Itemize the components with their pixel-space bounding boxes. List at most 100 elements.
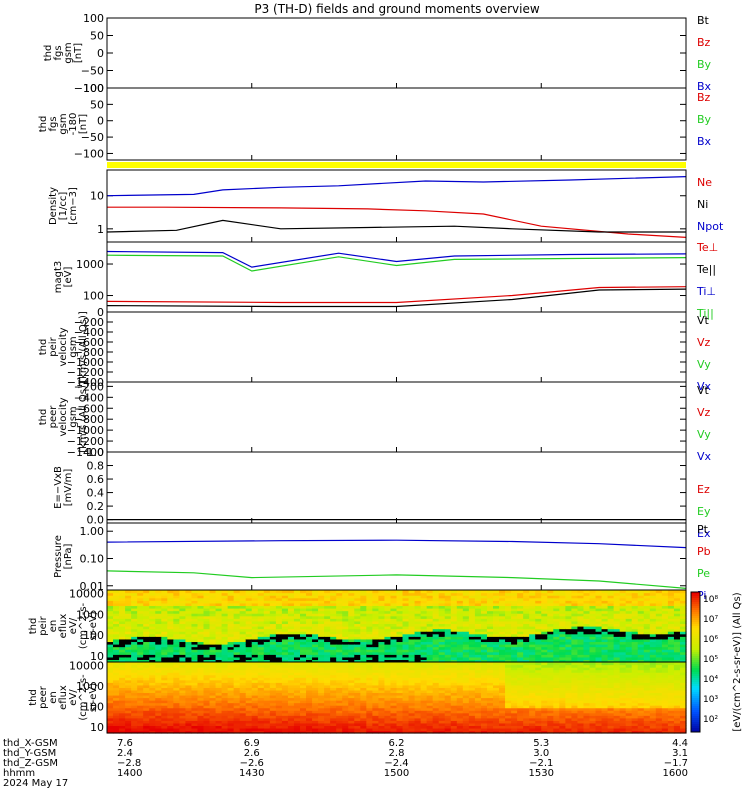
legend-label: Vz bbox=[697, 336, 711, 349]
date-label: 2024 May 17 bbox=[3, 778, 68, 789]
legend-label: Npot bbox=[697, 220, 724, 233]
y-tick-label: −600 bbox=[74, 402, 104, 415]
y-tick-label: 10000 bbox=[69, 588, 104, 601]
y-tick-label: 0.01 bbox=[80, 580, 105, 593]
y-tick-label: −50 bbox=[81, 131, 104, 144]
panel-frame bbox=[106, 17, 687, 89]
y-axis-title-line: E=−VxB bbox=[53, 466, 64, 509]
colorbar-tick-label: 10⁵ bbox=[703, 655, 718, 665]
y-axis-title-line: sr-eV) bbox=[88, 611, 99, 640]
ephemeris-value: 2.4 bbox=[117, 748, 133, 759]
y-axis-title-line: [1/cc] bbox=[58, 192, 69, 221]
series-line-black bbox=[106, 288, 687, 308]
colorbar-label-text: [eV/(cm^2-s-sr-eV)] (All Qs) bbox=[732, 592, 743, 731]
legend-label: Ey bbox=[697, 505, 711, 518]
ephemeris-value: 6.2 bbox=[389, 738, 405, 749]
y-axis-title-line: peir bbox=[38, 615, 49, 635]
y-axis-title-line: [nT] bbox=[73, 43, 84, 63]
y-axis-title-line: [nPa] bbox=[63, 543, 74, 569]
ephemeris-value: −2.8 bbox=[117, 758, 141, 769]
series-line-blue bbox=[106, 250, 687, 268]
panel-frame bbox=[106, 311, 687, 383]
y-axis-title: Density [1/cc] [cm−3] bbox=[48, 187, 79, 225]
legend-label: Ni bbox=[697, 198, 708, 211]
y-axis-title-line: Pressure bbox=[53, 535, 64, 578]
panel-peer-velocity: −200−400−600−800−1000−1200−1400 Vt Vz Vy Vx t… bbox=[38, 380, 712, 463]
y-tick-label: 0 bbox=[97, 115, 104, 128]
y-tick-label: −1200 bbox=[67, 435, 104, 448]
spectrogram-peer bbox=[106, 661, 687, 734]
y-tick-label: 100 bbox=[83, 82, 104, 95]
y-axis-title-line: velocity bbox=[58, 397, 69, 436]
panel-fgs: 100 50 0 −50 −100 Bz By Bx thd fgs gsm -180 [nT] bbox=[38, 82, 712, 161]
ephemeris-value: 3.1 bbox=[672, 748, 688, 759]
y-tick-label: 50 bbox=[90, 30, 104, 43]
y-axis-title-line: [km/s (All Qs)] bbox=[78, 381, 89, 453]
y-tick-label: 0.8 bbox=[87, 460, 105, 473]
y-axis-title-line: [mV/m] bbox=[63, 469, 74, 507]
y-tick-label: 1000 bbox=[76, 608, 104, 621]
y-tick-label: −800 bbox=[74, 346, 104, 359]
y-tick-label: 0.6 bbox=[87, 473, 105, 486]
y-axis-title-line: gsm bbox=[68, 406, 79, 427]
series-line-blue bbox=[106, 176, 687, 197]
y-axis-title-line: magt3 bbox=[53, 261, 64, 294]
y-axis-title-line: peer bbox=[38, 685, 49, 709]
y-axis-title-line: [nT] bbox=[78, 114, 89, 134]
y-axis-title-line: (cm^2-s- bbox=[78, 602, 89, 649]
y-axis-title-line: [cm−3] bbox=[68, 187, 79, 225]
y-axis-title: thd peer velocity gsm [km/s (All Qs)] bbox=[38, 381, 89, 453]
panel-separator-bar bbox=[107, 162, 686, 168]
legend-label: Bz bbox=[697, 36, 711, 49]
ephemeris-value: 6.9 bbox=[244, 738, 260, 749]
ephemeris-row-label: thd_Z-GSM bbox=[3, 758, 58, 769]
legend-label: Pi bbox=[697, 589, 706, 602]
panel-frame bbox=[106, 87, 687, 161]
y-axis-title-line: gsm bbox=[58, 113, 69, 134]
panel-peir-velocity: 0−200−400−600−800−1000−1200−1400VtVzVyVx… bbox=[38, 306, 712, 393]
legend-label: Vz bbox=[697, 406, 711, 419]
legend-label: Ez bbox=[697, 483, 710, 496]
y-axis-title-line: (cm^2-s- bbox=[78, 674, 89, 721]
y-tick-label: 10000 bbox=[69, 660, 104, 673]
y-axis-title-line: eV/ bbox=[68, 617, 79, 634]
panel-efield: 1.00.80.60.40.20.0 Ez Ey Ex E=−VxB [mV/m] bbox=[53, 446, 711, 540]
y-tick-label: 1000 bbox=[76, 258, 104, 271]
y-tick-label: −1200 bbox=[67, 366, 104, 379]
panel-fgs-bt: 100 50 0 −50 −100 Bt Bz By Bx thd fgs gsm [nT] bbox=[43, 12, 712, 95]
y-axis-title-line: velocity bbox=[58, 327, 69, 366]
series-line-blue bbox=[106, 539, 687, 549]
legend-label: Vy bbox=[697, 358, 711, 371]
legend-label: Pb bbox=[697, 545, 711, 558]
y-tick-label: 1.00 bbox=[80, 525, 105, 538]
y-tick-label: −50 bbox=[81, 65, 104, 78]
y-tick-label: 0.10 bbox=[80, 552, 105, 565]
ephemeris-axis: thd_X-GSM 7.6 6.9 6.2 5.3 4.4 thd_Y-GSM 2.4 2.6 2… bbox=[3, 738, 688, 789]
y-axis-title: Pressure [nPa] bbox=[53, 535, 74, 578]
ephemeris-row-label: hhmm bbox=[3, 768, 35, 779]
y-tick-label: 1000 bbox=[76, 680, 104, 693]
ephemeris-row-label: thd_Y-GSM bbox=[3, 748, 56, 759]
y-axis-title-line: thd bbox=[28, 689, 39, 706]
legend-label: By bbox=[697, 58, 712, 71]
ephemeris-value: 1500 bbox=[384, 768, 409, 779]
legend-label: Ex bbox=[697, 527, 711, 540]
y-axis-title-line: thd bbox=[38, 339, 49, 356]
series-line-black bbox=[106, 219, 686, 233]
legend-label: Vy bbox=[697, 428, 711, 441]
y-tick-label: −200 bbox=[74, 316, 104, 329]
y-axis-title-line: thd bbox=[28, 618, 39, 635]
y-axis-title-line: peir bbox=[48, 336, 59, 356]
ephemeris-value: 3.0 bbox=[533, 748, 549, 759]
y-axis-title-line: gsm bbox=[63, 42, 74, 63]
ephemeris-value: 1430 bbox=[239, 768, 264, 779]
y-axis-title: thd peir velocity gsm [km/s (All Qs)] bbox=[38, 311, 89, 383]
legend-label: Ne bbox=[697, 176, 712, 189]
y-tick-label: 100 bbox=[83, 629, 104, 642]
legend-label: Pe bbox=[697, 567, 710, 580]
legend-label: Te|| bbox=[696, 263, 716, 276]
ephemeris-value: −1.7 bbox=[664, 758, 688, 769]
legend-label: Vx bbox=[697, 450, 712, 463]
